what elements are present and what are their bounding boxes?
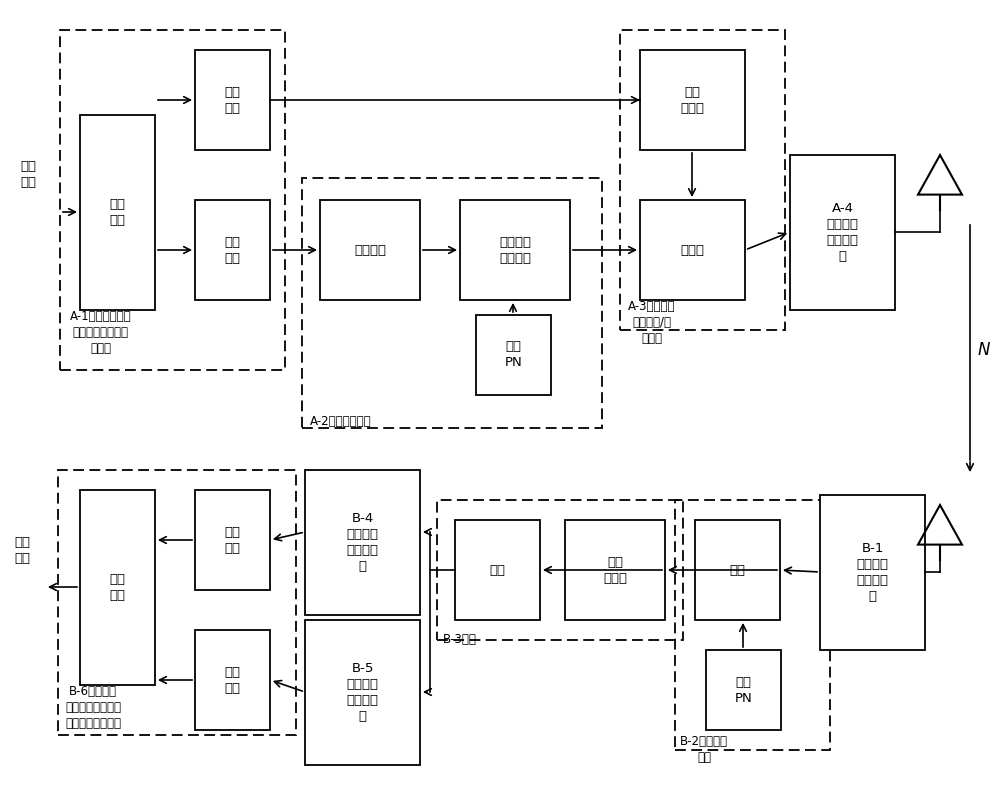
Bar	[305, 620, 420, 765]
Bar	[460, 200, 570, 300]
Text: A-1生成跳频比特
数据流与直扩比特
数据流: A-1生成跳频比特 数据流与直扩比特 数据流	[70, 310, 132, 355]
Bar	[80, 490, 155, 685]
Bar	[476, 315, 551, 395]
Text: B-2获取解扩
信号: B-2获取解扩 信号	[680, 735, 728, 764]
Bar	[305, 470, 420, 615]
Bar	[565, 520, 665, 620]
Bar	[195, 630, 270, 730]
Bar	[80, 115, 155, 310]
Text: 信息
数据: 信息 数据	[20, 161, 36, 189]
Bar	[620, 30, 785, 330]
Text: 解扩: 解扩	[730, 564, 746, 576]
Bar	[302, 178, 602, 428]
Text: N: N	[978, 341, 990, 359]
Bar	[455, 520, 540, 620]
Text: 直接序列
扩频调制: 直接序列 扩频调制	[499, 235, 531, 265]
Text: 匹配
滤波器: 匹配 滤波器	[603, 556, 627, 584]
Text: A-4
上变频射
频信号发
射: A-4 上变频射 频信号发 射	[826, 202, 858, 263]
Text: A-2获取直扩信号: A-2获取直扩信号	[310, 415, 372, 428]
Text: 基带调制: 基带调制	[354, 243, 386, 257]
Text: 直扩
比特: 直扩 比特	[224, 665, 240, 695]
Text: B-5
获取直扩
比特数据
流: B-5 获取直扩 比特数据 流	[347, 662, 378, 723]
Text: 信息
数据: 信息 数据	[14, 536, 30, 564]
Bar	[58, 470, 296, 735]
Text: 直扩
比特: 直扩 比特	[224, 235, 240, 265]
Text: 跳频
比特: 跳频 比特	[224, 525, 240, 554]
Text: B-4
获取跳频
比特数据
流: B-4 获取跳频 比特数据 流	[347, 512, 378, 573]
Bar	[640, 200, 745, 300]
Text: A-3获取直接
序列扩频/跳
频信号: A-3获取直接 序列扩频/跳 频信号	[628, 300, 676, 345]
Bar	[640, 50, 745, 150]
Text: B-6跳频比特
数据流与直扩比特
数据流的融合处理: B-6跳频比特 数据流与直扩比特 数据流的融合处理	[65, 685, 121, 730]
Text: 扩频
PN: 扩频 PN	[735, 676, 752, 704]
Text: 混频器: 混频器	[680, 243, 704, 257]
Text: 并串
转换: 并串 转换	[110, 573, 126, 602]
Text: B-1
下变频射
频信号接
收: B-1 下变频射 频信号接 收	[856, 542, 889, 603]
Bar	[60, 30, 285, 370]
Text: 跳频
比特: 跳频 比特	[224, 86, 240, 114]
Text: 频率
合成器: 频率 合成器	[680, 86, 704, 114]
Bar	[195, 490, 270, 590]
Bar	[820, 495, 925, 650]
Text: B-3解跳: B-3解跳	[443, 633, 477, 646]
Bar	[790, 155, 895, 310]
Bar	[695, 520, 780, 620]
Bar	[437, 500, 683, 640]
Bar	[320, 200, 420, 300]
Bar	[195, 50, 270, 150]
Text: 串并
转换: 串并 转换	[110, 198, 126, 227]
Bar	[706, 650, 781, 730]
Text: 解跳: 解跳	[490, 564, 506, 576]
Bar	[195, 200, 270, 300]
Text: 扩频
PN: 扩频 PN	[505, 340, 522, 370]
Bar	[675, 500, 830, 750]
